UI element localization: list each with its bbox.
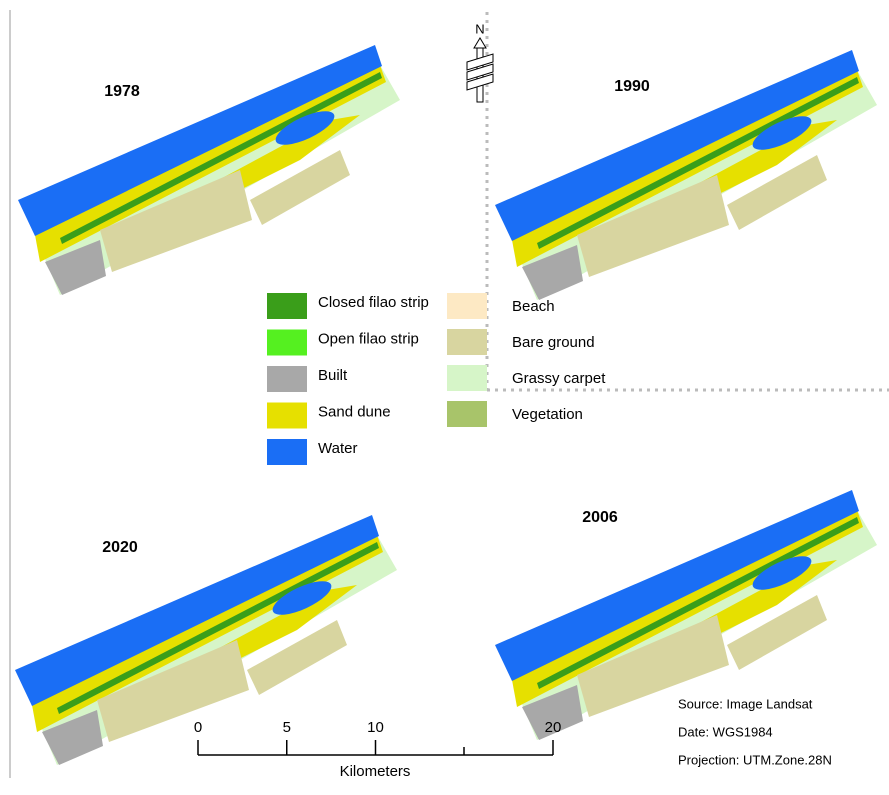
legend-swatch (447, 329, 487, 355)
map-panel (495, 50, 877, 300)
map-panel (18, 45, 400, 295)
legend-swatch (447, 365, 487, 391)
scale-tick-label: 10 (367, 719, 384, 736)
legend-swatch (447, 293, 487, 319)
legend-label: Closed filao strip (318, 294, 429, 311)
legend-label: Vegetation (512, 406, 583, 423)
legend: Closed filao strip Open filao strip Built S… (267, 293, 606, 465)
legend-label: Bare ground (512, 334, 595, 351)
scale-tick-label: 5 (283, 719, 291, 736)
legend-swatch (267, 330, 307, 356)
legend-label: Water (318, 440, 357, 457)
legend-swatch (267, 366, 307, 392)
legend-swatch (267, 439, 307, 465)
legend-label: Sand dune (318, 403, 391, 420)
legend-label: Open filao strip (318, 330, 419, 347)
north-label: N (475, 21, 484, 36)
north-arrow: N (467, 21, 493, 102)
source-text: Date: WGS1984 (678, 724, 773, 739)
scale-tick-label: 0 (194, 719, 202, 736)
legend-swatch (267, 293, 307, 319)
legend-swatch (267, 403, 307, 429)
map-year: 2006 (582, 509, 618, 526)
scale-bar: Kilometers 0 5 10 20 (194, 719, 562, 780)
map-year: 2020 (102, 539, 138, 556)
map-year: 1990 (614, 78, 650, 95)
legend-label: Built (318, 367, 348, 384)
source-text: Projection: UTM.Zone.28N (678, 752, 832, 767)
legend-swatch (447, 401, 487, 427)
legend-label: Beach (512, 298, 555, 315)
map-panel (15, 515, 397, 765)
source-text: Source: Image Landsat (678, 696, 813, 711)
scale-unit: Kilometers (340, 763, 411, 780)
scale-tick-label: 20 (545, 719, 562, 736)
map-figure: 1978 1990 2020 2006 N Closed filao strip… (0, 0, 889, 790)
map-year: 1978 (104, 83, 140, 100)
legend-label: Grassy carpet (512, 370, 606, 387)
